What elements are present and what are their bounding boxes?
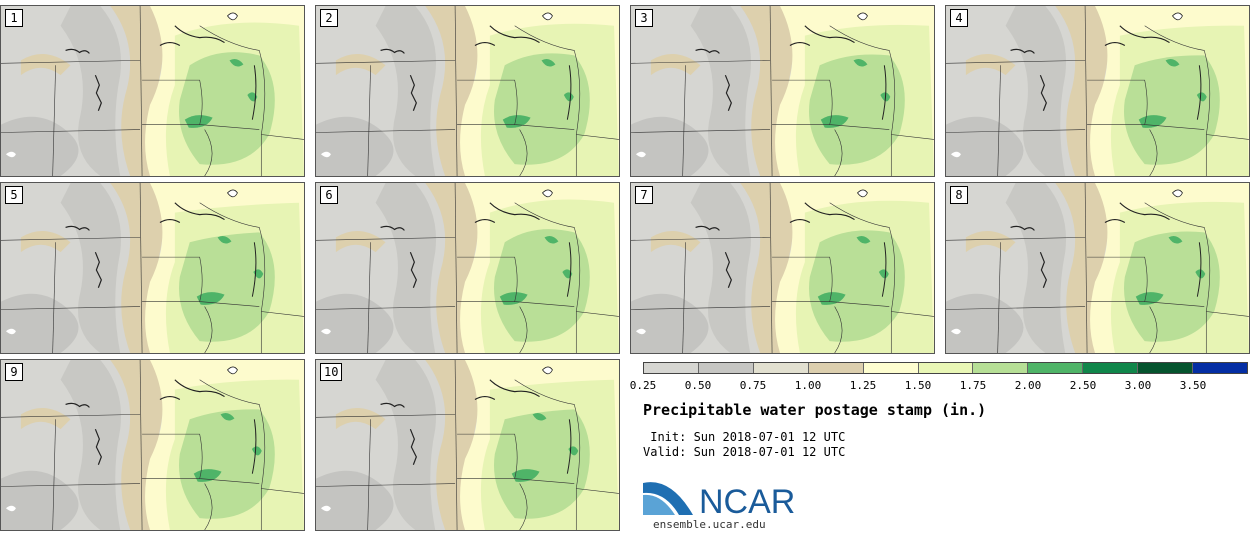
ncar-logo: NCAR [643, 482, 795, 519]
precip-water-map [631, 6, 934, 176]
precip-water-map [1, 6, 304, 176]
colorbar-segment [1028, 363, 1084, 373]
colorbar-tick-label: 0.50 [684, 379, 712, 392]
colorbar-segment [698, 363, 754, 373]
member-panel-10: 10 [315, 359, 620, 531]
colorbar-tick-label: 3.50 [1179, 379, 1207, 392]
colorbar-segment [863, 363, 919, 373]
member-panel-3: 3 [630, 5, 935, 177]
colorbar [643, 362, 1248, 374]
member-panel-8: 8 [945, 182, 1250, 354]
member-panel-7: 7 [630, 182, 935, 354]
precip-water-map [1, 183, 304, 353]
colorbar-tick-label: 1.50 [904, 379, 932, 392]
colorbar-segment [644, 363, 699, 373]
member-number: 10 [320, 363, 343, 381]
colorbar-tick-label: 3.00 [1124, 379, 1152, 392]
colorbar-tick-label: 2.00 [1014, 379, 1042, 392]
member-number: 2 [320, 9, 338, 27]
member-panel-1: 1 [0, 5, 305, 177]
member-number: 7 [635, 186, 653, 204]
member-number: 3 [635, 9, 653, 27]
logo-text: NCAR [699, 483, 795, 519]
colorbar-tick-label: 1.00 [794, 379, 822, 392]
colorbar-segment [918, 363, 974, 373]
colorbar-segment [753, 363, 809, 373]
colorbar-segment [1083, 363, 1139, 373]
member-number: 9 [5, 363, 23, 381]
member-number: 8 [950, 186, 968, 204]
member-panel-4: 4 [945, 5, 1250, 177]
precip-water-map [946, 6, 1249, 176]
member-panel-6: 6 [315, 182, 620, 354]
precip-water-map [631, 183, 934, 353]
valid-time: Valid: Sun 2018-07-01 12 UTC [643, 445, 846, 459]
member-number: 4 [950, 9, 968, 27]
precip-water-map [946, 183, 1249, 353]
member-panel-2: 2 [315, 5, 620, 177]
colorbar-segment [1193, 363, 1247, 373]
colorbar-tick-label: 1.25 [849, 379, 877, 392]
colorbar-tick-label: 0.75 [739, 379, 767, 392]
precip-water-map [1, 360, 304, 530]
colorbar-segment [1138, 363, 1194, 373]
precip-water-map [316, 183, 619, 353]
member-number: 1 [5, 9, 23, 27]
colorbar-segment [808, 363, 864, 373]
member-number: 6 [320, 186, 338, 204]
logo-url: ensemble.ucar.edu [653, 518, 766, 531]
member-panel-9: 9 [0, 359, 305, 531]
precip-water-map [316, 6, 619, 176]
member-panel-5: 5 [0, 182, 305, 354]
precip-water-map [316, 360, 619, 530]
colorbar-segment [973, 363, 1029, 373]
colorbar-tick-label: 1.75 [959, 379, 987, 392]
plot-title: Precipitable water postage stamp (in.) [643, 401, 987, 419]
init-time: Init: Sun 2018-07-01 12 UTC [643, 430, 846, 444]
colorbar-tick-label: 0.25 [629, 379, 657, 392]
colorbar-tick-label: 2.50 [1069, 379, 1097, 392]
member-number: 5 [5, 186, 23, 204]
